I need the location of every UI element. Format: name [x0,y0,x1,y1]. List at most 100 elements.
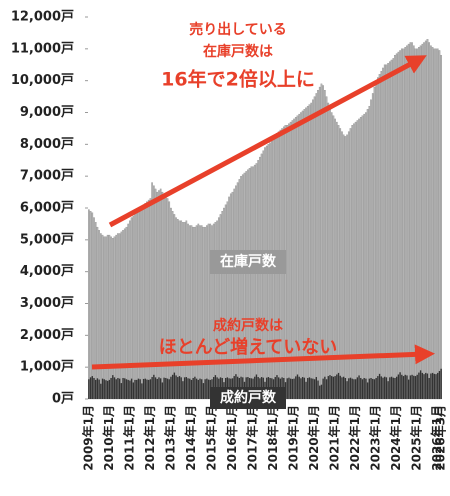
bar [349,377,352,399]
bar [433,48,436,400]
bar [406,375,408,399]
bar [103,379,105,399]
bar [101,378,104,399]
bar [423,42,425,400]
bar [139,207,141,400]
x-tick-label: 2011年1月 [121,405,136,471]
bar [433,373,435,399]
label-box [210,387,286,409]
bar [241,174,244,400]
bar [375,377,377,399]
bar [319,385,321,399]
bar [331,376,333,399]
x-tick-label: 2021年1月 [327,405,342,471]
bar [416,48,419,400]
bar [334,376,336,399]
bar [136,379,138,399]
x-tick-label: 2022年1月 [347,405,362,471]
bar [113,236,116,400]
bar [383,64,386,400]
bar [235,374,237,399]
bar [147,199,150,400]
bar [117,377,119,399]
bar [322,378,324,399]
bar [154,377,157,399]
bar [106,380,109,399]
bar [161,382,164,399]
bar [438,50,441,400]
bar [307,377,309,399]
bar [93,377,95,399]
bar [219,214,222,400]
bar [108,234,111,400]
bar [123,228,126,400]
bar [146,201,148,400]
bar [325,379,328,399]
bar [129,380,131,399]
bar [137,209,140,400]
annotation: 売り出している [189,21,287,38]
bar [194,376,196,399]
bar [409,42,412,400]
bar [336,374,338,399]
bar [190,225,193,400]
bar [426,39,429,400]
bar [351,378,353,399]
bar [171,211,174,400]
bar [199,225,201,400]
bar [293,378,295,399]
bar [404,47,407,400]
bar [170,376,172,399]
bar [95,379,97,399]
bar [127,223,130,400]
bar [437,372,439,399]
bar [358,375,360,399]
bar [395,53,398,400]
bar [185,220,188,400]
bar [245,171,248,400]
bar [192,377,194,399]
bar [113,377,116,399]
bar [312,378,314,399]
y-tick-label: 0戸 [52,392,74,407]
bar [288,377,290,399]
x-tick-label: 2026年3月 [433,405,448,471]
bar [103,236,106,400]
bar [165,377,167,399]
annotation: ほとんど増えていない [159,336,338,358]
bar [332,376,335,399]
bar [207,379,210,399]
bar [363,377,365,399]
bar [117,233,119,400]
bar [228,196,230,400]
bar [392,377,394,399]
bar [146,379,148,399]
bar [216,220,218,400]
bar [339,375,341,399]
x-tick-label: 2023年1月 [368,405,383,471]
bar [98,379,100,399]
bar [195,225,198,400]
bar [235,185,237,400]
bar [170,207,172,400]
bar [176,218,179,400]
bar [305,381,307,399]
bar [88,209,90,400]
bar [370,377,372,399]
bar [122,230,124,400]
bar [132,382,135,399]
bar [440,55,442,400]
bar [426,373,429,399]
bar [127,379,129,399]
bar [110,377,112,399]
bar [360,377,362,399]
annotation: 16年で2倍以上に [161,68,315,91]
bar [301,377,304,399]
bar [248,168,251,400]
bar [112,375,114,399]
bar [187,223,189,400]
bar [108,379,111,399]
bar [189,378,191,399]
trend-arrow [91,344,435,370]
bar [428,42,431,400]
